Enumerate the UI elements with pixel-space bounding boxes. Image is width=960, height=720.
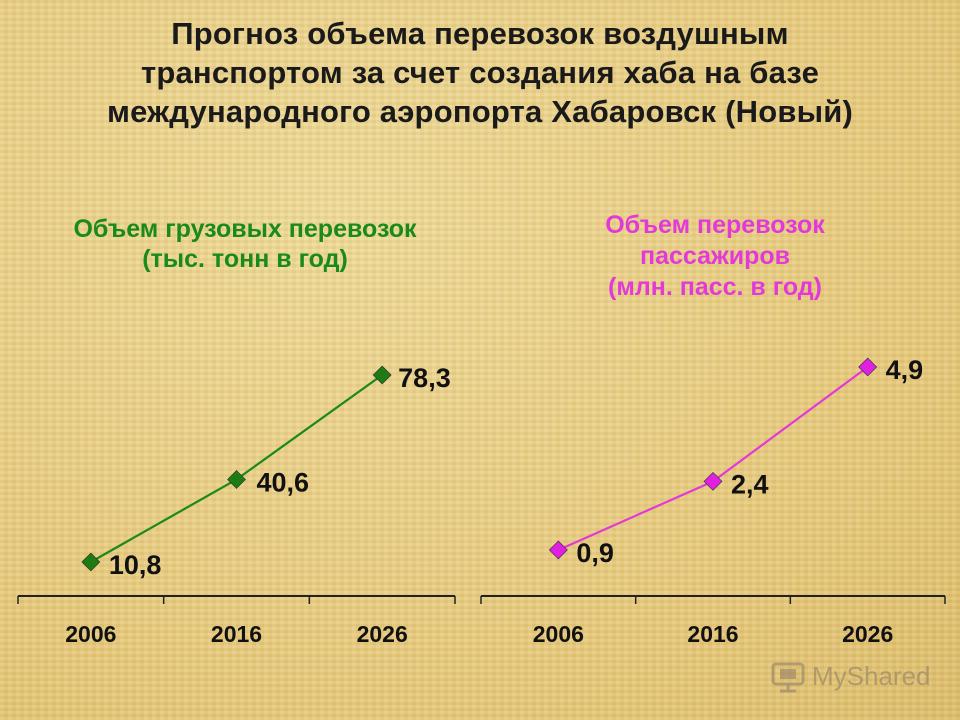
slide-title: Прогноз объема перевозок воздушным транс… <box>106 16 854 129</box>
passenger-chart-title: Объем перевозок пассажиров (млн. пасс. в… <box>605 211 825 301</box>
passenger-tick-label-2006: 2006 <box>533 621 584 647</box>
cargo-point-2016 <box>227 470 246 489</box>
passenger-series-line <box>557 366 869 552</box>
cargo-tick-label-2026: 2026 <box>357 621 408 647</box>
passenger-point-2006 <box>548 540 568 560</box>
cargo-tick-label-2006: 2006 <box>65 621 116 647</box>
cargo-series-line <box>90 374 383 563</box>
cargo-data-label-2026: 78,3 <box>398 363 451 393</box>
watermark: MyShared <box>770 656 931 696</box>
cargo-tick-label-2016: 2016 <box>211 621 262 647</box>
cargo-data-label-2006: 10,8 <box>109 550 162 580</box>
presentation-icon <box>771 662 805 693</box>
cargo-point-2006 <box>81 552 101 572</box>
passenger-tick-label-2016: 2016 <box>687 621 738 647</box>
watermark-text: MyShared <box>812 660 931 691</box>
passenger-data-label-2016: 2,4 <box>731 469 769 499</box>
passenger-data-label-2006: 0,9 <box>576 538 614 568</box>
passenger-tick-label-2026: 2026 <box>842 621 893 647</box>
passenger-data-label-2026: 4,9 <box>886 355 924 385</box>
cargo-point-2026 <box>372 365 392 385</box>
cargo-data-label-2016: 40,6 <box>257 467 310 497</box>
passenger-point-2026 <box>858 357 878 377</box>
passenger-point-2016 <box>703 471 723 491</box>
cargo-chart-title: Объем грузовых перевозок (тыс. тонн в го… <box>73 215 417 273</box>
